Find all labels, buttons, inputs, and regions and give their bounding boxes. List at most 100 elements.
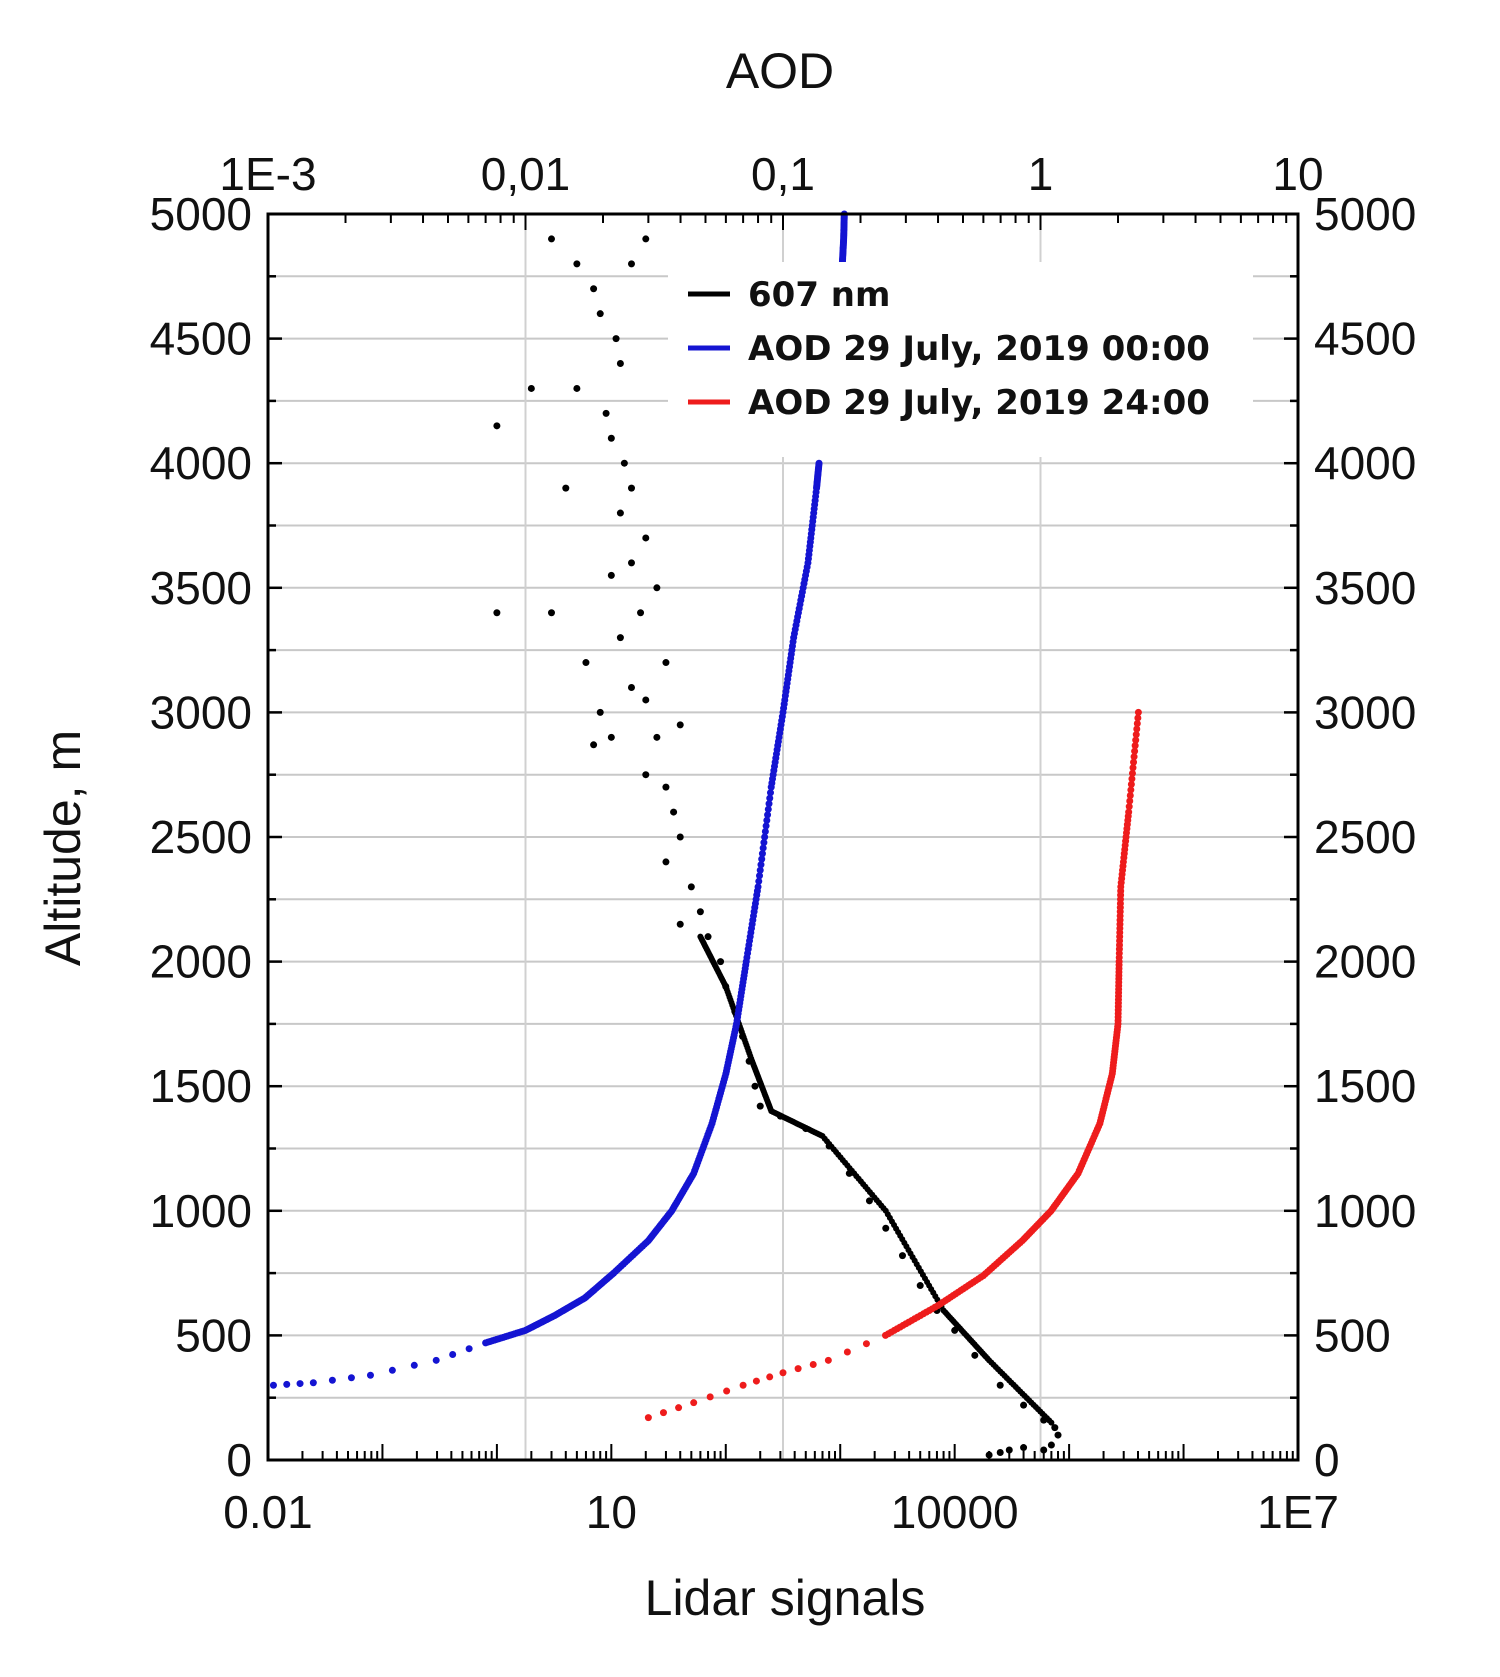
point-607nm (616, 360, 624, 368)
point-607nm (662, 659, 670, 667)
legend-background (668, 262, 1253, 457)
point-607nm (825, 1142, 833, 1150)
point-aod-2400 (1126, 797, 1134, 805)
right-tick-label: 2000 (1314, 936, 1416, 988)
point-607nm (697, 933, 704, 940)
point-aod-0000 (765, 800, 773, 808)
point-607nm (642, 235, 650, 243)
point-607nm (573, 384, 581, 392)
right-tick-label: 4000 (1314, 437, 1416, 489)
point-aod-0000 (432, 1356, 440, 1364)
point-aod-0000 (296, 1380, 304, 1388)
point-607nm (865, 1197, 873, 1205)
bottom-tick-label: 1E7 (1257, 1486, 1339, 1538)
point-aod-0000 (754, 883, 762, 891)
point-607nm (776, 1112, 784, 1120)
left-tick-label: 1500 (150, 1060, 252, 1112)
point-aod-2400 (1132, 736, 1140, 744)
right-tick-label: 4500 (1314, 313, 1416, 365)
point-aod-0000 (465, 1345, 473, 1353)
point-aod-0000 (388, 1366, 396, 1374)
left-tick-label: 4000 (150, 437, 252, 489)
tick-labels: 0500100015002000250030003500400045005000… (150, 148, 1417, 1538)
left-tick-label: 0 (226, 1434, 252, 1486)
point-aod-2400 (723, 1387, 731, 1395)
point-607nm (590, 285, 598, 293)
point-607nm (670, 808, 678, 816)
point-aod-0000 (766, 789, 774, 797)
point-aod-2400 (752, 1377, 760, 1385)
point-607nm (627, 260, 635, 268)
point-607nm (620, 459, 628, 467)
right-tick-label: 0 (1314, 1434, 1340, 1486)
point-607nm (596, 708, 604, 716)
point-607nm (637, 609, 645, 617)
point-aod-2400 (809, 1360, 817, 1368)
point-607nm (642, 696, 650, 704)
point-aod-2400 (1130, 758, 1138, 766)
point-aod-2400 (1127, 786, 1135, 794)
left-tick-label: 1000 (150, 1185, 252, 1237)
point-607nm (745, 1057, 753, 1065)
point-aod-0000 (756, 872, 764, 880)
point-aod-0000 (449, 1351, 457, 1359)
point-607nm (596, 310, 604, 318)
point-607nm (1054, 1431, 1062, 1439)
point-607nm (916, 1282, 924, 1290)
frame (266, 212, 1300, 1462)
point-aod-2400 (706, 1393, 714, 1401)
right-tick-label: 3000 (1314, 686, 1416, 738)
point-aod-0000 (763, 816, 771, 824)
point-aod-0000 (758, 850, 766, 858)
point-aod-2400 (1131, 742, 1139, 750)
point-607nm (662, 783, 670, 791)
point-607nm (653, 733, 661, 741)
legend-label-aod-0000: AOD 29 July, 2019 00:00 (748, 329, 1210, 369)
left-axis-title: Altitude, m (35, 730, 91, 966)
top-tick-label: 0,1 (751, 148, 815, 200)
point-aod-2400 (1134, 708, 1142, 716)
point-607nm (1047, 1441, 1055, 1449)
point-607nm (996, 1381, 1004, 1389)
top-tick-label: 1 (1028, 148, 1054, 200)
right-tick-label: 500 (1314, 1309, 1391, 1361)
point-aod-2400 (1133, 719, 1141, 727)
point-607nm (717, 958, 725, 966)
point-aod-2400 (1131, 747, 1139, 755)
point-aod-0000 (764, 811, 772, 819)
point-607nm (642, 534, 650, 542)
point-607nm (676, 833, 684, 841)
point-aod-0000 (764, 805, 772, 813)
point-aod-0000 (766, 794, 774, 802)
legend-label-607nm: 607 nm (748, 275, 890, 315)
point-607nm (802, 1125, 810, 1133)
point-607nm (882, 1224, 890, 1232)
point-607nm (756, 1102, 764, 1110)
point-aod-2400 (644, 1414, 652, 1422)
point-607nm (1040, 1416, 1048, 1424)
point-aod-0000 (760, 839, 768, 847)
legend: 607 nm AOD 29 July, 2019 00:00 AOD 29 Ju… (668, 262, 1253, 457)
point-607nm (898, 1252, 906, 1260)
point-aod-2400 (1125, 808, 1133, 816)
point-aod-2400 (824, 1356, 832, 1364)
point-607nm (493, 609, 501, 617)
point-aod-2400 (659, 1409, 667, 1417)
point-aod-2400 (862, 1340, 870, 1348)
bottom-tick-label: 10000 (891, 1486, 1019, 1538)
point-607nm (653, 584, 661, 592)
point-607nm (627, 559, 635, 567)
point-aod-0000 (758, 855, 766, 863)
point-607nm (676, 920, 684, 928)
point-607nm (616, 634, 624, 642)
point-607nm (627, 484, 635, 492)
left-tick-label: 2500 (150, 811, 252, 863)
point-aod-2400 (690, 1399, 698, 1407)
point-aod-0000 (815, 459, 823, 467)
point-aod-0000 (761, 827, 769, 835)
point-aod-2400 (1134, 714, 1142, 722)
point-aod-0000 (755, 877, 763, 885)
point-aod-2400 (675, 1404, 683, 1412)
point-607nm (845, 1169, 853, 1177)
point-aod-2400 (794, 1365, 802, 1373)
